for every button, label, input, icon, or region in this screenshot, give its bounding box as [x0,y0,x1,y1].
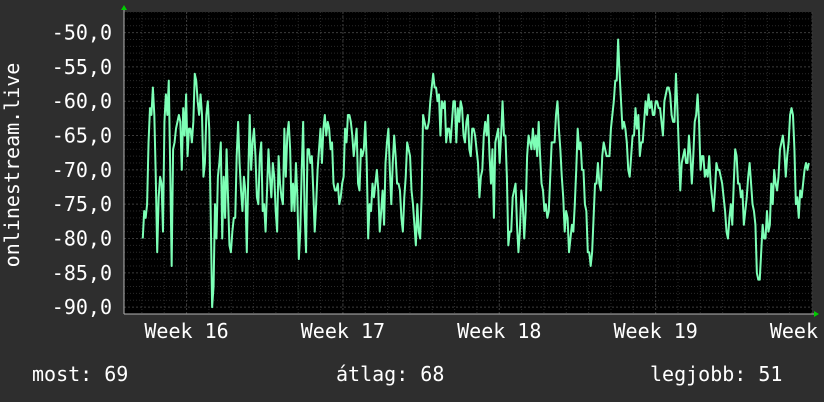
x-tick-label: Week 20 [770,319,824,343]
y-tick-label: -65,0 [52,124,112,148]
y-tick-label: -85,0 [52,261,112,285]
y-axis-arrow-icon [121,5,127,10]
grid-lines [124,11,813,315]
y-tick-label: -50,0 [52,21,112,45]
y-tick-label: -75,0 [52,192,112,216]
y-tick-label: -90,0 [52,295,112,319]
x-tick-label: Week 19 [613,319,697,343]
legend-current: most: 69 [32,362,129,386]
x-tick-labels: Week 16 Week 17 Week 18 Week 19 Week 20 [144,319,824,343]
y-tick-label: -70,0 [52,158,112,182]
y-tick-label: -60,0 [52,89,112,113]
y-tick-label: -55,0 [52,55,112,79]
y-tick-labels: -50,0 -55,0 -60,0 -65,0 -70,0 -75,0 -80,0 -85,0… [52,21,112,320]
legend-best: legjobb: 51 [650,362,783,386]
x-tick-label: Week 17 [301,319,385,343]
x-tick-label: Week 16 [144,319,228,343]
y-tick-label: -80,0 [52,227,112,251]
x-tick-label: Week 18 [457,319,541,343]
legend-average: átlag: 68 [336,362,445,386]
y-axis-label: onlinestream.live [0,63,24,268]
x-axis-arrow-icon [814,311,819,317]
series-line [141,38,810,309]
